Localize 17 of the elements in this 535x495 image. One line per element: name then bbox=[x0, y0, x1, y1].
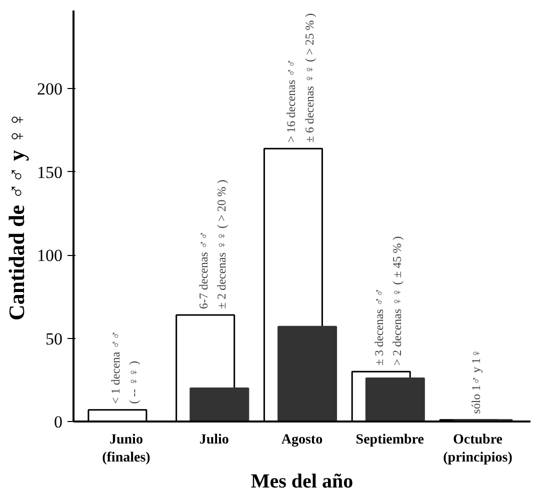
y-tick-label: 0 bbox=[54, 412, 62, 432]
x-tick-label: Agosto bbox=[281, 432, 323, 448]
annotation: 6-7 decenas ♂♂ ± 2 decenas ♀♀ ( > 20 % ) bbox=[196, 180, 228, 310]
y-tick-label: 100 bbox=[37, 246, 62, 266]
x-tick-label: Julio bbox=[199, 432, 229, 448]
y-tick-label: 50 bbox=[46, 329, 62, 348]
annotation: > 16 decenas ♂♂ ± 6 decenas ♀♀ ( > 25 % ) bbox=[284, 13, 316, 143]
y-tick-label: 200 bbox=[37, 80, 62, 99]
y-axis-title: Cantidad de ♂♂ y ♀♀ bbox=[4, 111, 29, 321]
annotation: ± 3 decenas ♂♂ > 2 decenas ♀♀ ( ± 45 % ) bbox=[372, 236, 404, 366]
x-tick-label: Octubre (principios) bbox=[443, 432, 513, 466]
y-tick-label: 150 bbox=[37, 162, 62, 182]
annotation: < 1 decena ♂♂ ( -- ♀♀ ) bbox=[108, 330, 141, 404]
annotation: sólo 1♂ y 1♀ bbox=[469, 348, 484, 414]
x-axis-title: Mes del año bbox=[250, 470, 354, 492]
x-tick-label: Septiembre bbox=[356, 432, 424, 448]
x-tick-label: Junio (finales) bbox=[102, 432, 151, 466]
